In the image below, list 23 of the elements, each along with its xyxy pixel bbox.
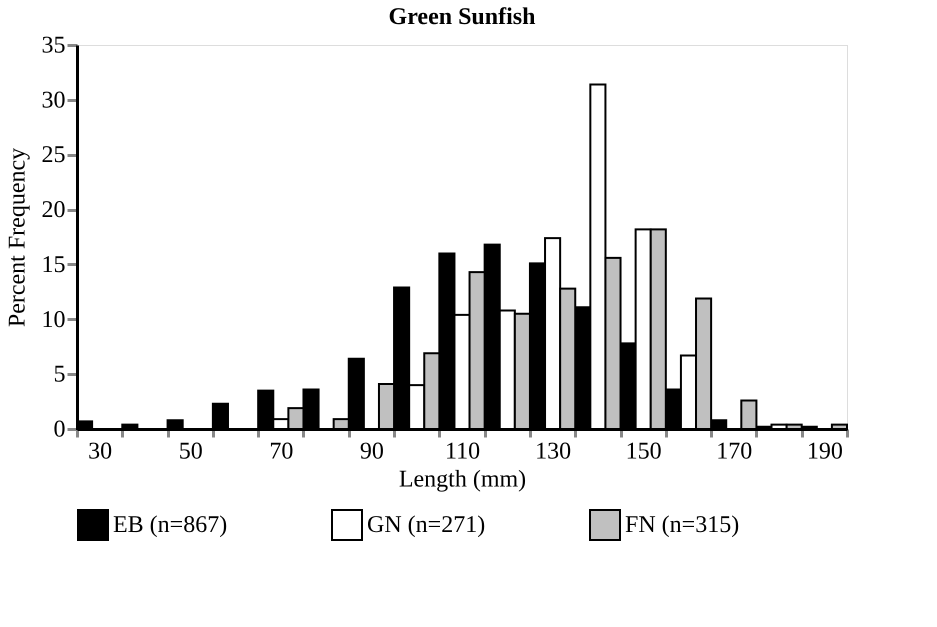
y-tick-label: 20 xyxy=(42,197,66,224)
x-tick-label: 110 xyxy=(444,438,480,464)
legend-label: FN (n=315) xyxy=(625,512,740,538)
x-tick-label: 190 xyxy=(806,438,843,464)
y-tick-label: 15 xyxy=(42,252,66,278)
legend-label: EB (n=867) xyxy=(113,512,228,538)
x-tick-label: 130 xyxy=(535,438,572,464)
y-tick-label: 35 xyxy=(42,32,66,58)
legend-label: GN (n=271) xyxy=(367,512,486,538)
chart-title: Green Sunfish xyxy=(388,4,536,30)
x-tick-label: 170 xyxy=(716,438,752,464)
y-tick-label: 0 xyxy=(54,416,66,442)
x-tick-label: 150 xyxy=(626,438,662,464)
x-tick-label: 90 xyxy=(360,438,384,464)
y-tick-label: 10 xyxy=(42,306,66,333)
x-tick-label: 30 xyxy=(88,438,112,464)
y-tick-label: 25 xyxy=(42,142,66,168)
y-axis-title: Percent Frequency xyxy=(4,148,30,328)
y-tick-label: 5 xyxy=(54,362,66,388)
x-tick-label: 50 xyxy=(178,438,203,464)
y-tick-label: 30 xyxy=(42,87,66,114)
x-tick-label: 70 xyxy=(269,438,294,464)
x-axis-title: Length (mm) xyxy=(398,466,526,492)
